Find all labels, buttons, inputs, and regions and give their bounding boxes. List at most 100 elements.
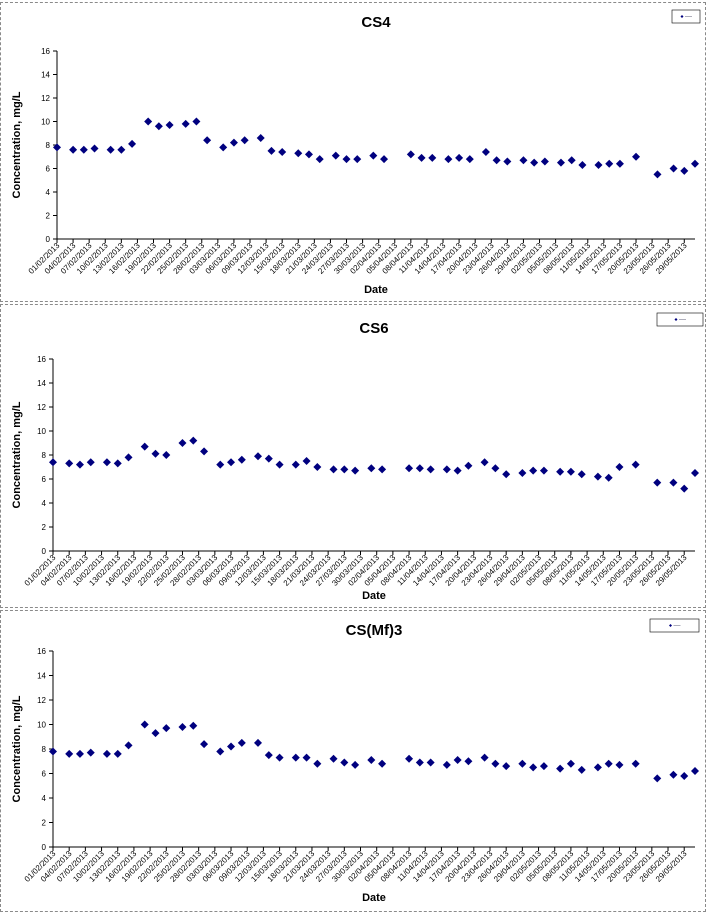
- data-point: [465, 155, 474, 164]
- chart-panel-cs4: CS4 Concentration, mg/L Date 0 2 4 6 8 10 12 14 16 0…: [0, 2, 706, 302]
- y-tick-label: 4: [46, 188, 51, 197]
- data-point: [203, 136, 212, 145]
- data-point: [200, 740, 209, 749]
- y-tick-label: 14: [37, 379, 46, 388]
- data-point: [428, 153, 437, 162]
- data-point: [216, 460, 225, 469]
- data-point: [342, 155, 351, 164]
- data-point: [442, 760, 451, 769]
- data-point: [53, 143, 61, 152]
- data-point: [113, 749, 122, 758]
- data-point: [313, 463, 322, 471]
- data-point: [49, 747, 57, 756]
- data-point: [291, 460, 300, 469]
- y-tick-label: 6: [46, 165, 51, 174]
- data-point: [502, 762, 511, 771]
- data-point: [302, 753, 311, 762]
- data-point: [367, 756, 376, 765]
- data-point: [313, 759, 322, 768]
- data-point: [229, 138, 238, 147]
- data-point: [518, 469, 527, 477]
- data-point: [227, 742, 236, 751]
- data-point: [415, 758, 424, 767]
- data-point: [351, 760, 360, 769]
- data-point: [329, 465, 338, 474]
- data-point: [162, 724, 171, 733]
- data-point: [340, 465, 349, 474]
- data-point: [140, 720, 149, 729]
- chart-panel-csmf3: CS(Mf)3 Concentration, mg/L Date 0 2 4 6 8 10 12 1…: [0, 610, 706, 912]
- data-point: [539, 466, 548, 475]
- y-tick-label: 0: [42, 843, 47, 852]
- data-point: [151, 729, 160, 738]
- data-point: [455, 153, 464, 162]
- data-point: [178, 722, 187, 731]
- data-point: [556, 158, 565, 167]
- y-tick-label: 0: [42, 547, 47, 556]
- data-point: [632, 152, 641, 161]
- data-point: [353, 155, 362, 164]
- y-tick-label: 10: [41, 118, 50, 127]
- data-point: [405, 754, 414, 763]
- data-point: [631, 759, 640, 768]
- data-point: [264, 751, 273, 760]
- data-point: [219, 143, 228, 152]
- data-point: [680, 484, 689, 493]
- y-tick-label: 8: [46, 141, 51, 150]
- data-point: [65, 459, 74, 468]
- data-point: [577, 470, 586, 479]
- data-point: [79, 145, 88, 154]
- data-point: [165, 121, 174, 130]
- data-point: [102, 749, 111, 758]
- y-tick-label: 14: [41, 71, 50, 80]
- data-point: [491, 759, 500, 768]
- data-point: [151, 449, 160, 458]
- y-axis-label: Concentration, mg/L: [11, 695, 23, 802]
- data-point: [124, 453, 133, 462]
- data-point: [102, 458, 111, 467]
- data-point: [378, 465, 387, 474]
- data-point: [593, 472, 602, 481]
- chart-title: CS4: [361, 14, 391, 31]
- data-point: [453, 466, 462, 475]
- data-point: [556, 467, 565, 476]
- data-point: [653, 170, 662, 179]
- legend: [671, 9, 701, 24]
- chart-title: CS6: [359, 320, 388, 337]
- data-point: [124, 741, 133, 750]
- data-point: [128, 139, 137, 148]
- y-tick-label: 8: [42, 451, 47, 460]
- data-point: [144, 117, 153, 126]
- data-point: [680, 771, 689, 780]
- data-point: [380, 155, 389, 164]
- data-point: [140, 442, 149, 451]
- data-point: [302, 457, 311, 465]
- data-point: [75, 460, 84, 469]
- data-point: [216, 747, 225, 756]
- data-point: [604, 759, 613, 768]
- data-point: [530, 158, 539, 167]
- data-point: [254, 452, 263, 461]
- y-tick-label: 4: [42, 794, 47, 803]
- data-point: [492, 156, 501, 165]
- data-point: [227, 458, 236, 467]
- data-point: [256, 133, 265, 142]
- y-tick-label: 10: [37, 427, 46, 436]
- data-point: [605, 159, 614, 168]
- y-tick-label: 12: [37, 403, 46, 412]
- data-point: [491, 464, 500, 473]
- data-point: [49, 458, 57, 467]
- data-point: [444, 155, 453, 164]
- legend-marker: [680, 15, 684, 18]
- y-tick-label: 12: [37, 696, 46, 705]
- data-point: [464, 757, 473, 766]
- data-point: [154, 122, 163, 131]
- data-point: [604, 473, 613, 482]
- data-point: [615, 463, 624, 471]
- data-point: [529, 466, 538, 475]
- data-point: [192, 117, 201, 126]
- data-point: [556, 764, 565, 773]
- data-point: [86, 748, 95, 757]
